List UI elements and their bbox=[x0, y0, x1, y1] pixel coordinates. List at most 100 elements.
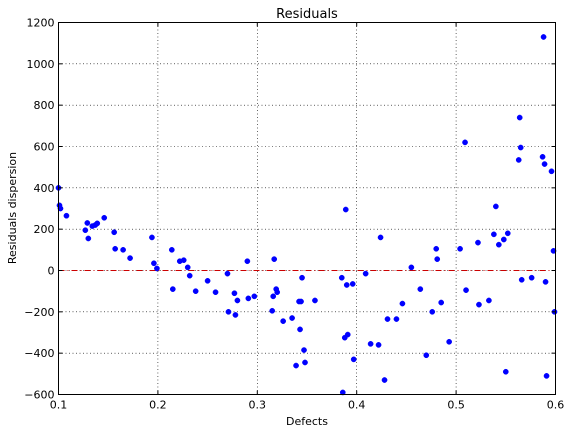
x-tick-label: 0.6 bbox=[547, 399, 565, 412]
data-point bbox=[504, 230, 511, 237]
y-axis-ticks: −600 −400 −200 0 200 400 600 800 1000 1200 bbox=[24, 17, 556, 402]
data-point bbox=[550, 248, 557, 254]
y-tick-label: 0 bbox=[48, 265, 55, 278]
y-tick-label: 200 bbox=[34, 223, 55, 236]
data-point bbox=[539, 153, 546, 160]
data-point bbox=[186, 272, 193, 279]
data-point bbox=[299, 274, 305, 281]
data-point bbox=[280, 318, 286, 324]
data-point bbox=[274, 289, 281, 296]
data-point bbox=[350, 356, 357, 363]
data-point bbox=[486, 297, 492, 304]
data-point bbox=[342, 206, 349, 213]
chart-title: Residuals bbox=[276, 7, 338, 22]
y-tick-label: 800 bbox=[34, 99, 55, 112]
data-point bbox=[224, 270, 231, 277]
data-point bbox=[127, 255, 133, 261]
data-point bbox=[463, 287, 469, 293]
data-point bbox=[429, 308, 436, 315]
data-point bbox=[312, 297, 318, 304]
y-tick-label: −400 bbox=[24, 347, 54, 360]
data-point bbox=[491, 231, 497, 238]
y-tick-label: 600 bbox=[34, 141, 55, 154]
data-point bbox=[120, 246, 126, 253]
data-point bbox=[343, 282, 350, 288]
data-point bbox=[192, 288, 199, 295]
y-tick-label: 1000 bbox=[27, 58, 55, 71]
data-point bbox=[231, 290, 238, 297]
y-tick-label: 400 bbox=[34, 182, 55, 195]
data-point bbox=[85, 235, 92, 242]
data-point bbox=[517, 144, 524, 151]
x-tick-label: 0.5 bbox=[447, 399, 465, 412]
data-point bbox=[344, 331, 351, 338]
data-point bbox=[423, 352, 430, 359]
x-tick-label: 0.4 bbox=[348, 399, 366, 412]
data-point bbox=[476, 301, 482, 308]
data-point bbox=[541, 161, 548, 167]
x-tick-label: 0.2 bbox=[149, 399, 167, 412]
data-point bbox=[94, 220, 101, 227]
data-point bbox=[245, 295, 252, 302]
data-point bbox=[154, 265, 160, 272]
data-point bbox=[542, 279, 549, 285]
data-point bbox=[417, 286, 424, 292]
data-point bbox=[212, 289, 219, 296]
y-tick-label: −600 bbox=[24, 389, 54, 402]
data-point bbox=[269, 307, 276, 314]
data-point bbox=[502, 368, 509, 375]
data-point bbox=[475, 239, 481, 246]
data-point bbox=[289, 315, 295, 321]
data-point bbox=[543, 373, 550, 379]
data-point bbox=[457, 245, 463, 252]
data-point bbox=[302, 359, 308, 366]
data-point bbox=[375, 342, 382, 348]
data-point bbox=[149, 234, 155, 241]
data-point bbox=[293, 362, 299, 369]
data-point bbox=[446, 338, 452, 345]
data-point bbox=[270, 293, 277, 300]
data-point bbox=[516, 114, 523, 121]
data-point bbox=[251, 293, 258, 300]
y-tick-label: −200 bbox=[24, 306, 54, 319]
data-point bbox=[82, 227, 89, 234]
data-point bbox=[301, 347, 307, 353]
data-point bbox=[234, 297, 241, 304]
x-tick-label: 0.3 bbox=[249, 399, 267, 412]
data-point bbox=[540, 34, 547, 40]
x-tick-label: 0.1 bbox=[50, 399, 68, 412]
data-point bbox=[495, 241, 502, 248]
data-point bbox=[338, 274, 345, 281]
data-point bbox=[434, 256, 441, 262]
data-point bbox=[381, 377, 388, 383]
data-point bbox=[393, 316, 400, 322]
data-point bbox=[493, 203, 499, 210]
data-point bbox=[84, 220, 91, 226]
data-point bbox=[271, 256, 278, 262]
data-point bbox=[515, 157, 522, 163]
data-point bbox=[204, 277, 211, 284]
data-point bbox=[408, 264, 415, 271]
data-point bbox=[528, 274, 535, 281]
data-point bbox=[433, 245, 440, 252]
data-point bbox=[112, 245, 119, 252]
x-axis-ticks: 0.1 0.2 0.3 0.4 0.5 0.6 bbox=[50, 22, 565, 412]
data-point bbox=[111, 229, 118, 236]
data-point bbox=[101, 214, 108, 221]
data-point bbox=[169, 286, 176, 292]
data-point bbox=[339, 389, 346, 396]
data-point bbox=[225, 308, 232, 315]
data-point bbox=[63, 212, 70, 219]
data-point bbox=[399, 300, 406, 307]
scatter-points bbox=[55, 34, 558, 396]
data-point bbox=[377, 234, 384, 241]
data-point bbox=[362, 270, 369, 277]
data-point bbox=[548, 168, 555, 175]
data-point bbox=[232, 312, 239, 318]
data-point bbox=[57, 205, 64, 212]
data-point bbox=[180, 257, 187, 264]
data-point bbox=[168, 246, 175, 253]
data-point bbox=[184, 264, 191, 271]
